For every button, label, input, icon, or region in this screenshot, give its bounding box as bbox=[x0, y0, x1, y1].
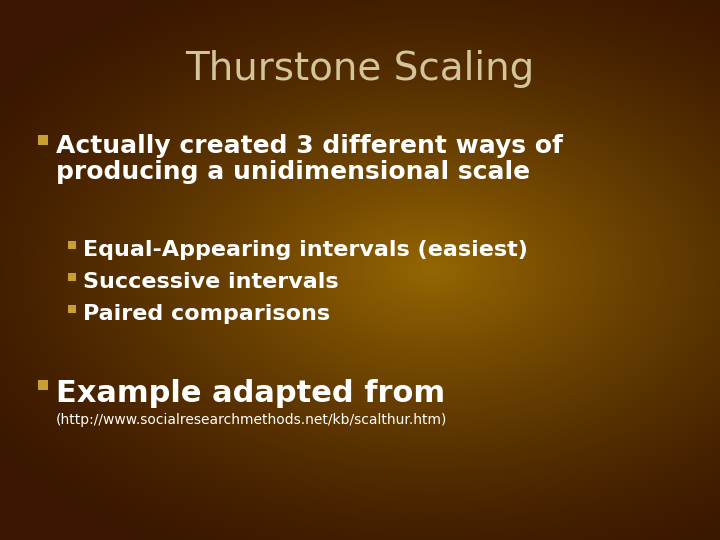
Bar bbox=[68, 241, 76, 249]
Bar bbox=[68, 273, 76, 281]
Text: Paired comparisons: Paired comparisons bbox=[83, 304, 330, 324]
Text: producing a unidimensional scale: producing a unidimensional scale bbox=[56, 160, 530, 184]
Text: Successive intervals: Successive intervals bbox=[83, 272, 338, 292]
Bar bbox=[68, 305, 76, 313]
Text: (http://www.socialresearchmethods.net/kb/scalthur.htm): (http://www.socialresearchmethods.net/kb… bbox=[56, 413, 447, 427]
Text: Example adapted from: Example adapted from bbox=[56, 379, 445, 408]
Text: Equal-Appearing intervals (easiest): Equal-Appearing intervals (easiest) bbox=[83, 240, 528, 260]
Text: Thurstone Scaling: Thurstone Scaling bbox=[185, 50, 535, 88]
Text: Actually created 3 different ways of: Actually created 3 different ways of bbox=[56, 134, 563, 158]
Bar bbox=[38, 380, 48, 390]
Bar bbox=[38, 135, 48, 145]
